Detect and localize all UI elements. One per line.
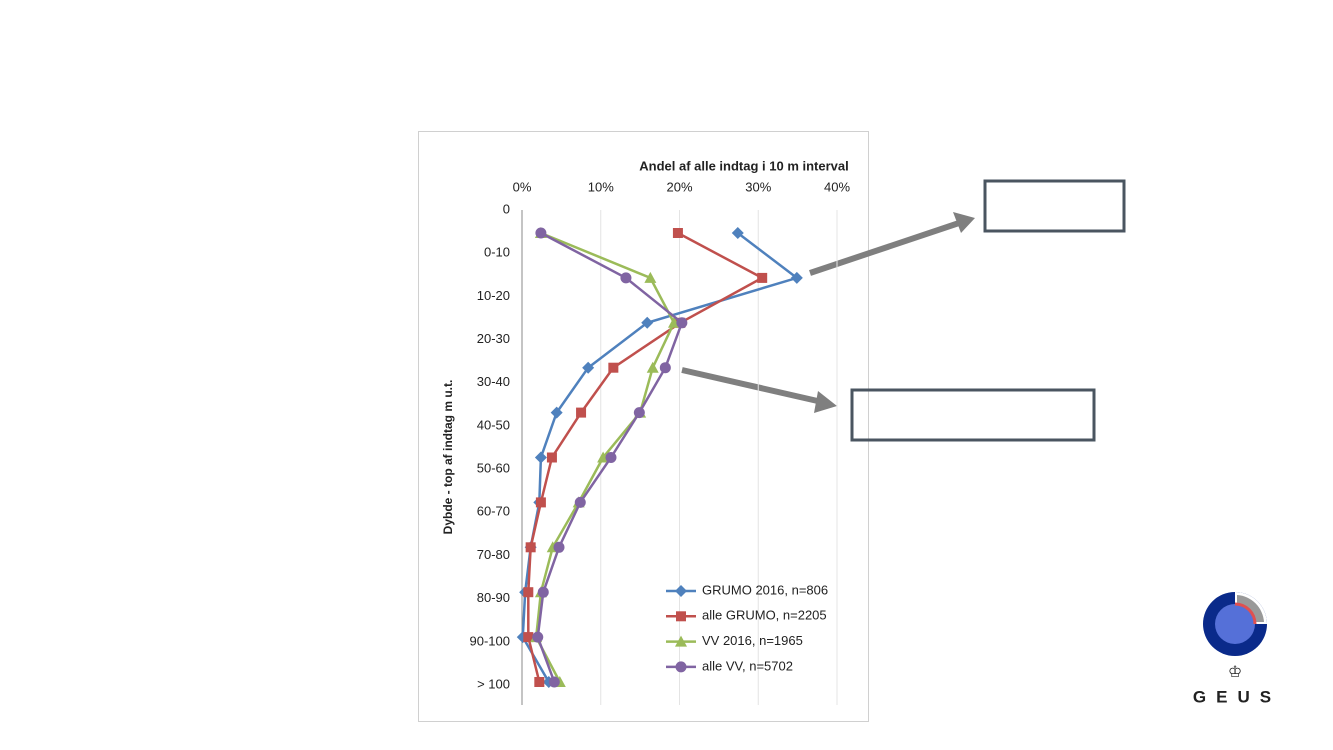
y-tick-label: 0-10 (484, 245, 510, 260)
legend-label: GRUMO 2016, n=806 (702, 582, 828, 597)
y-tick-label: 30-40 (477, 374, 510, 389)
arrow (809, 219, 963, 276)
marker (525, 542, 536, 553)
y-tick-label: 60-70 (477, 504, 510, 519)
arrowhead (953, 212, 975, 233)
y-tick-label: 50-60 (477, 461, 510, 476)
marker (641, 316, 654, 329)
marker (620, 272, 632, 284)
legend-marker (675, 661, 687, 673)
label-box (983, 179, 1126, 233)
marker (672, 228, 683, 238)
marker (731, 227, 744, 239)
marker (535, 497, 546, 508)
marker (633, 407, 645, 419)
marker (790, 271, 803, 284)
marker (582, 361, 595, 374)
marker (659, 362, 671, 374)
legend-label: VV 2016, n=1965 (702, 633, 803, 648)
marker (646, 361, 659, 373)
marker (608, 362, 619, 373)
y-tick-label: 80-90 (477, 590, 510, 605)
x-tick-label: 0% (513, 179, 532, 194)
y-tick-label: 10-20 (477, 288, 510, 303)
legend-marker (675, 585, 687, 597)
marker (605, 452, 617, 463)
y-tick-label: 40-50 (477, 417, 510, 432)
logo: ♔ GEUS (1193, 592, 1281, 706)
legend-label: alle GRUMO, n=2205 (702, 608, 827, 623)
marker (548, 676, 560, 688)
marker (523, 587, 534, 598)
marker (532, 631, 544, 643)
label-box (850, 388, 1096, 442)
logo-text: GEUS (1193, 687, 1281, 706)
marker (576, 407, 587, 418)
marker (550, 406, 563, 419)
marker (574, 496, 586, 508)
y-axis-title: Dybde - top af indtag m u.t. (441, 380, 455, 535)
y-tick-label: 0 (503, 201, 510, 216)
arrow (681, 367, 823, 405)
y-tick-label: 90-100 (470, 633, 510, 648)
legend-label: alle VV, n=5702 (702, 658, 793, 673)
marker (757, 272, 768, 283)
chart-frame (418, 131, 869, 722)
y-tick-label: 20-30 (477, 331, 510, 346)
svg-text:♔: ♔ (1228, 664, 1242, 681)
legend-marker (676, 611, 686, 622)
y-tick-label: > 100 (477, 676, 510, 691)
marker (676, 317, 688, 329)
arrowhead (814, 391, 837, 413)
x-tick-label: 10% (588, 179, 614, 194)
x-axis-title: Andel af alle indtag i 10 m interval (639, 158, 849, 173)
legend-marker (675, 635, 687, 647)
marker (553, 541, 565, 553)
y-tick-label: 70-80 (477, 547, 510, 562)
x-tick-label: 20% (666, 179, 692, 194)
marker (644, 271, 657, 283)
marker (534, 451, 547, 464)
marker (546, 452, 557, 463)
marker (523, 632, 534, 643)
marker (537, 586, 549, 598)
marker (534, 677, 545, 687)
marker (535, 227, 547, 239)
x-tick-label: 30% (745, 179, 771, 194)
x-tick-label: 40% (824, 179, 850, 194)
